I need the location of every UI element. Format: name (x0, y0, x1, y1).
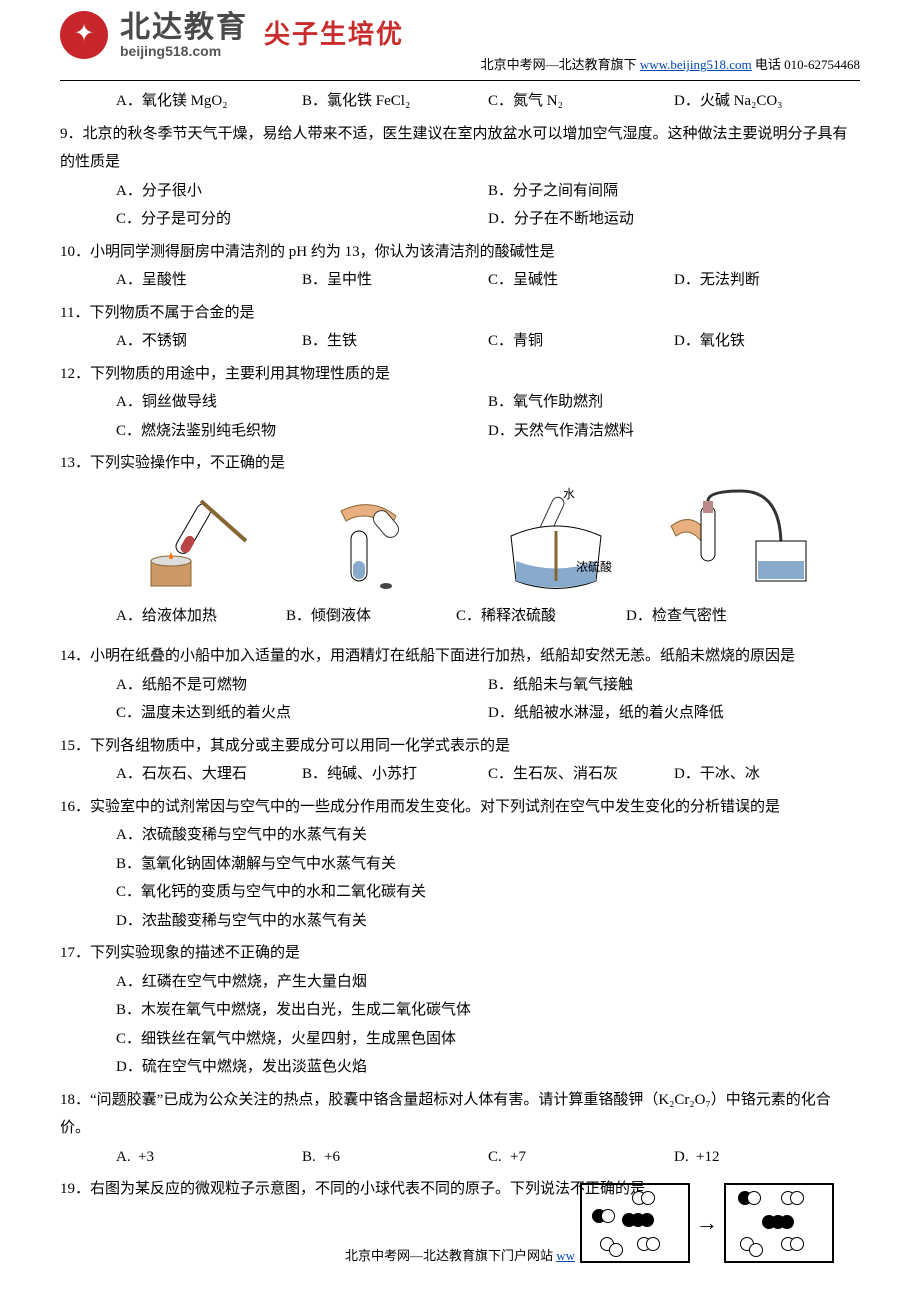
question-16: 16．实验室中的试剂常因与空气中的一些成分作用而发生变化。对下列试剂在空气中发生… (60, 793, 860, 822)
page-header: ✦ 北达教育 beijing518.com 尖子生培优 (0, 0, 920, 59)
opt-a: 氧化镁 MgO₂ (142, 87, 228, 116)
reaction-after-icon (724, 1183, 834, 1263)
svg-text:浓硫酸: 浓硫酸 (576, 559, 612, 574)
logo-subtitle: beijing518.com (120, 44, 248, 59)
header-link[interactable]: www.beijing518.com (640, 57, 752, 72)
logo-icon: ✦ (60, 11, 108, 59)
question-10: 10．小明同学测得厨房中清洁剂的 pH 约为 13，你认为该清洁剂的酸碱性是 (60, 238, 860, 267)
footer-link[interactable]: ww (556, 1248, 575, 1263)
question-13: 13．下列实验操作中，不正确的是 (60, 449, 860, 478)
arrow-icon: → (696, 1202, 718, 1244)
orphan-options: A．氧化镁 MgO₂ B．氯化铁 FeCl₂ C．氮气 N₂ D．火碱 Na₂C… (60, 87, 860, 116)
reaction-diagram: → (580, 1178, 860, 1268)
fig-airtight-icon (661, 486, 811, 596)
fig-dilute-acid-icon: 水 浓硫酸 (481, 486, 631, 596)
question-14: 14．小明在纸叠的小船中加入适量的水，用酒精灯在纸船下面进行加热，纸船却安然无恙… (60, 642, 860, 671)
logo-title: 北达教育 (120, 11, 248, 44)
question-11: 11．下列物质不属于合金的是 (60, 299, 860, 328)
opt-d: 火碱 Na₂CO₃ (700, 87, 783, 116)
question-15: 15．下列各组物质中，其成分或主要成分可以用同一化学式表示的是 (60, 732, 860, 761)
question-12: 12．下列物质的用途中，主要利用其物理性质的是 (60, 360, 860, 389)
header-divider (60, 80, 860, 81)
question-17: 17．下列实验现象的描述不正确的是 (60, 939, 860, 968)
page-footer: 北京中考网—北达教育旗下门户网站 ww → (0, 1244, 920, 1269)
question-18: 18．“问题胶囊”已成为公众关注的热点，胶囊中铬含量超标对人体有害。请计算重铬酸… (60, 1086, 860, 1143)
opt-c: 氮气 N₂ (513, 87, 563, 116)
opt-b: 氯化铁 FeCl₂ (327, 87, 410, 116)
q13-figures: 水 浓硫酸 (60, 486, 860, 600)
reaction-before-icon (580, 1183, 690, 1263)
svg-text:水: 水 (563, 487, 575, 501)
fig-heat-liquid-icon (121, 486, 271, 596)
logo-slogan: 尖子生培优 (264, 10, 404, 59)
fig-pour-liquid-icon (301, 486, 451, 596)
question-9: 9．北京的秋冬季节天气干燥，易给人带来不适，医生建议在室内放盆水可以增加空气湿度… (60, 120, 860, 177)
